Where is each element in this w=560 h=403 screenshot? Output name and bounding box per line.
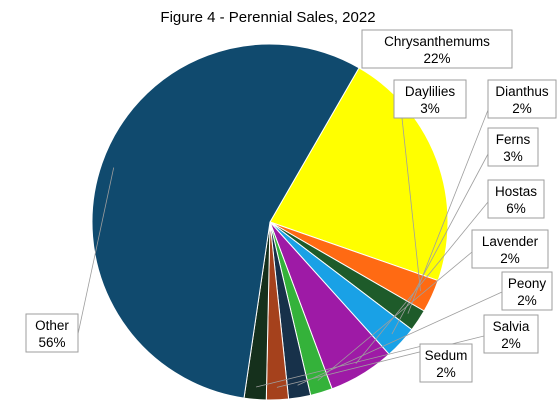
slice-name-other: Other <box>35 318 69 333</box>
chart-title: Figure 4 - Perennial Sales, 2022 <box>160 9 375 26</box>
label-box-peony <box>501 271 553 311</box>
slice-name-salvia: Salvia <box>493 319 530 334</box>
slice-percent-peony: 2% <box>517 293 537 308</box>
slice-name-dianthus: Dianthus <box>495 84 549 99</box>
label-box-other <box>25 313 79 353</box>
slice-percent-chrysanthemums: 22% <box>423 51 450 66</box>
label-box-chrysanthemums <box>361 29 513 69</box>
leader-line-daylilies <box>401 117 421 291</box>
slice-labels: Chrysanthemums 22% Daylilies 3% Dianthus 2% Fe… <box>25 29 557 383</box>
slice-name-lavender: Lavender <box>482 234 539 249</box>
pie-slices <box>91 43 449 401</box>
slice-percent-lavender: 2% <box>500 251 520 266</box>
slice-name-sedum: Sedum <box>425 348 468 363</box>
slice-percent-sedum: 2% <box>436 365 456 380</box>
slice-name-chrysanthemums: Chrysanthemums <box>384 34 490 49</box>
label-box-ferns <box>487 127 539 167</box>
label-box-salvia <box>483 314 539 354</box>
leader-line-hostas <box>355 201 489 364</box>
slice-percent-ferns: 3% <box>503 149 523 164</box>
label-box-dianthus <box>487 79 557 119</box>
slice-percent-salvia: 2% <box>501 336 521 351</box>
label-box-hostas <box>487 179 545 219</box>
slice-percent-daylilies: 3% <box>420 101 440 116</box>
leader-line-sedum <box>256 343 431 388</box>
label-box-sedum <box>419 343 473 383</box>
slice-percent-dianthus: 2% <box>512 101 532 116</box>
slice-name-daylilies: Daylilies <box>405 84 456 99</box>
pie-slice-other <box>91 43 360 399</box>
leader-line-ferns <box>391 153 489 335</box>
slice-name-peony: Peony <box>508 276 547 291</box>
leader-line-other <box>77 167 115 335</box>
leader-line-peony <box>297 291 503 386</box>
slice-percent-other: 56% <box>38 335 65 350</box>
slice-name-ferns: Ferns <box>496 132 531 147</box>
label-box-lavender <box>471 229 549 269</box>
slice-name-hostas: Hostas <box>495 184 537 199</box>
leader-line-lavender <box>317 251 473 381</box>
slice-percent-hostas: 6% <box>506 201 526 216</box>
label-box-daylilies <box>393 79 467 119</box>
leader-lines <box>77 109 503 388</box>
